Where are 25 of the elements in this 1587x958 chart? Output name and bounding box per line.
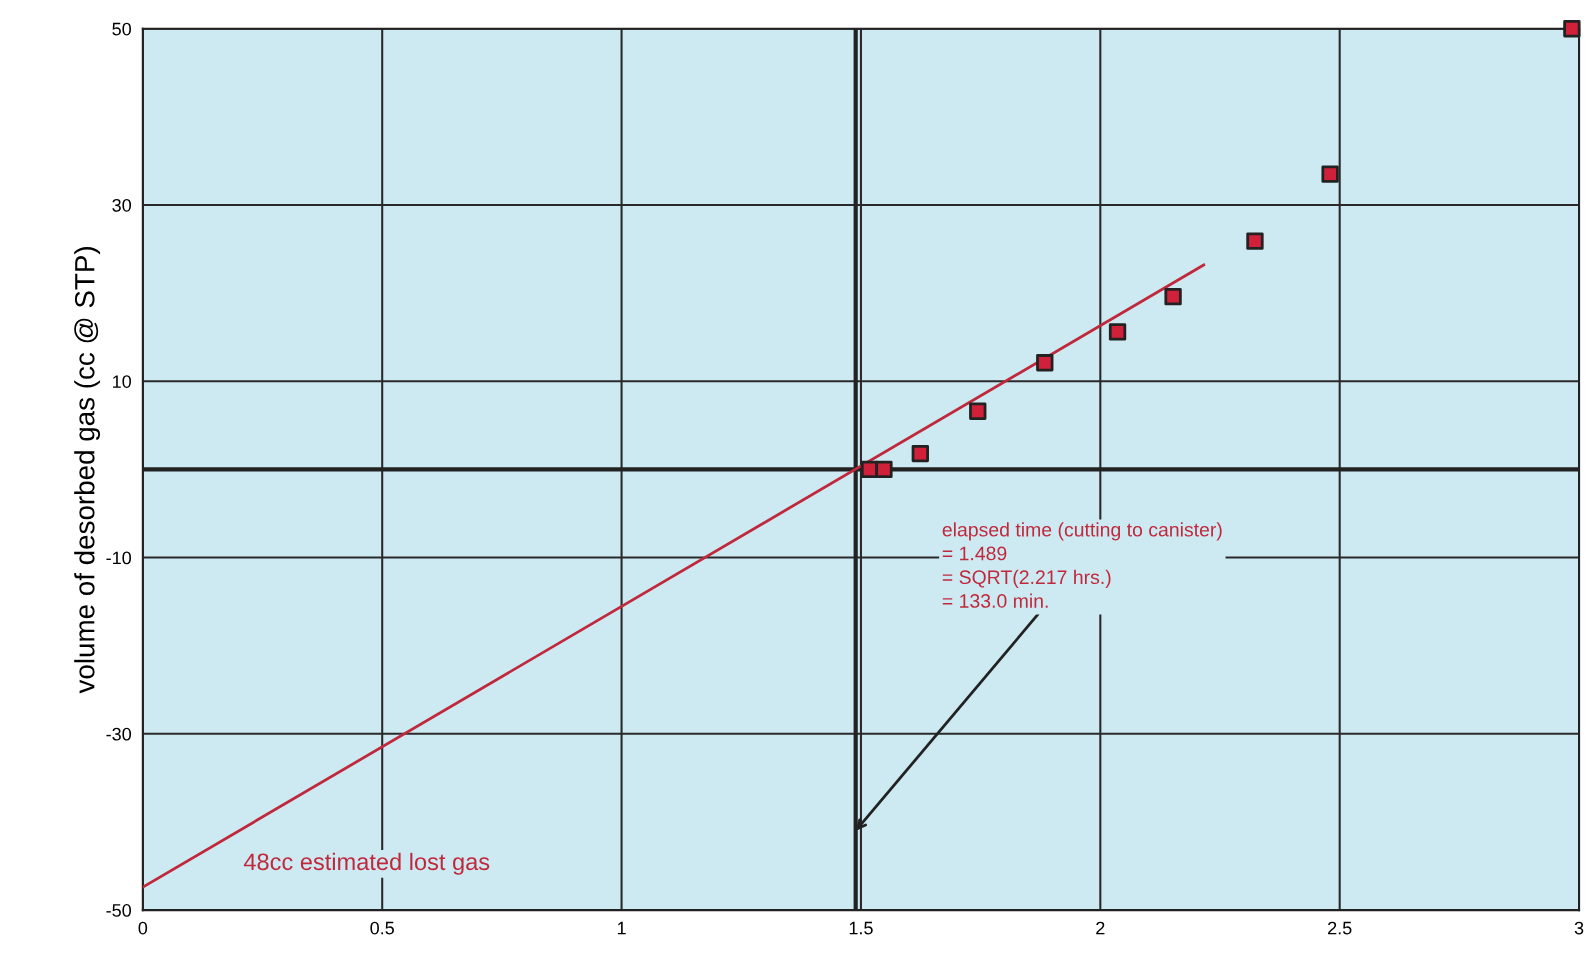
- y-tick-label: 30: [112, 198, 132, 212]
- annotation: elapsed time (cutting to canister) = 1.489 = SQRT(2.217 hrs.) = 133.0 min.: [942, 522, 1222, 608]
- y-axis-title: volume of desorbed gas (cc @ STP): [74, 247, 101, 694]
- annotation: 48cc estimated lost gas: [243, 852, 490, 875]
- point: [1321, 165, 1339, 183]
- y-tick-label: -30: [106, 727, 132, 741]
- point: [1036, 354, 1054, 372]
- point: [1563, 20, 1581, 38]
- point: [1246, 232, 1264, 250]
- y-tick-label: -50: [106, 904, 132, 917]
- x-tick-label: 0: [138, 921, 148, 935]
- x-tick-label: 0.5: [370, 921, 394, 935]
- y-tick-label: 10: [113, 375, 132, 388]
- x-tick-label: 3: [1574, 921, 1584, 935]
- y-tick-label: 50: [112, 22, 132, 36]
- x-tick-label: 2: [1096, 921, 1105, 935]
- point: [1108, 323, 1127, 341]
- x-tick-label: 1: [617, 921, 626, 935]
- point: [911, 444, 929, 463]
- x-tick-label: 2.5: [1328, 921, 1352, 935]
- point: [875, 460, 893, 479]
- y-tick-label: -10: [106, 551, 132, 565]
- point: [1164, 288, 1182, 306]
- x-tick-label: 1.5: [849, 921, 873, 935]
- point: [969, 402, 987, 420]
